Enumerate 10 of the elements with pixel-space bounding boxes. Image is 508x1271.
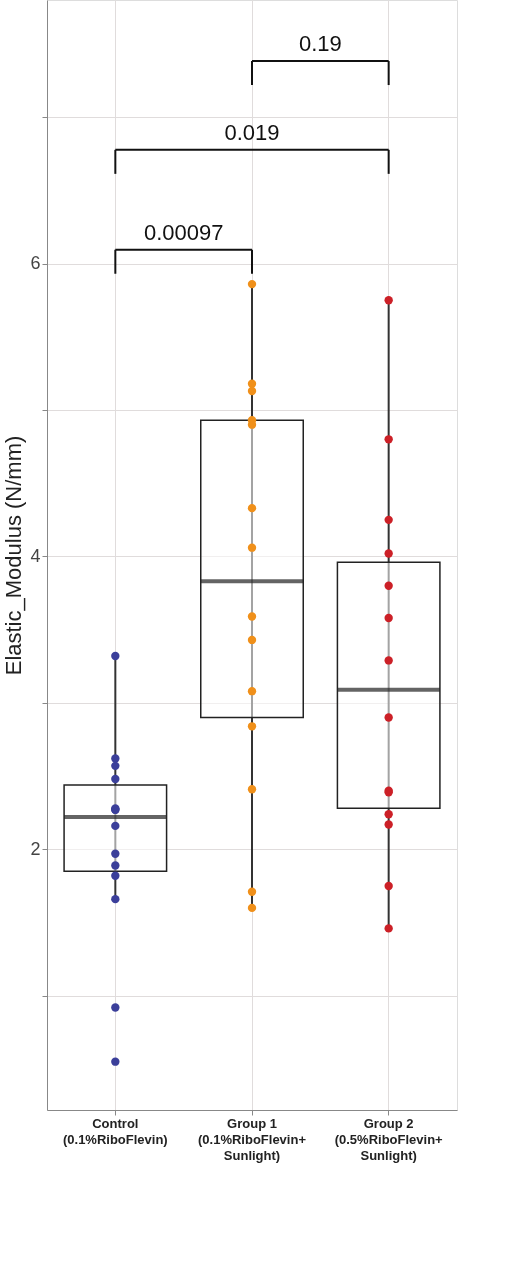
y-tick-label: 6: [30, 253, 41, 274]
annotation: 0.19: [298, 31, 342, 57]
x-tick-label: Group 1 (0.1%RiboFlevin+ Sunlight): [198, 1115, 307, 1163]
x-tick-label: Group 2 (0.5%RiboFlevin+ Sunlight): [334, 1115, 444, 1163]
x-tick-label: Control (0.1%RiboFlevin): [62, 1115, 168, 1147]
y-tick-label: 4: [30, 545, 41, 566]
y-tick-label: 2: [30, 838, 41, 859]
annotation: 0.00097: [143, 219, 224, 245]
annotation: 0.019: [224, 119, 280, 145]
y-axis-title: Elastic_Modulus (N/mm): [1, 435, 27, 676]
